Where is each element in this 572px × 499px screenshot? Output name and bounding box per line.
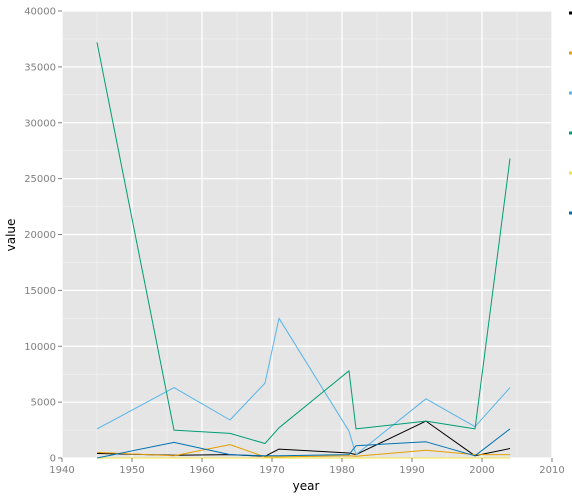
y-axis-ticks: 0 5000 10000 15000 20000 25000 30000 35000 40000 — [24, 7, 62, 465]
y-tick-label: 30000 — [24, 118, 56, 129]
y-axis-title: value — [4, 219, 18, 252]
x-axis-ticks: 1940 1950 1960 1970 1980 1990 2000 2010 — [49, 458, 565, 476]
x-tick-label: 1980 — [329, 465, 354, 476]
y-tick-label: 0 — [50, 454, 56, 465]
y-tick-label: 40000 — [24, 7, 56, 18]
y-tick-label: 20000 — [24, 230, 56, 241]
minor-gridlines — [62, 11, 552, 458]
y-tick-label: 10000 — [24, 342, 56, 353]
legend — [569, 11, 572, 215]
y-tick-label: 5000 — [31, 398, 56, 409]
x-tick-label: 1950 — [119, 465, 144, 476]
x-tick-label: 1960 — [189, 465, 214, 476]
x-tick-label: 1990 — [399, 465, 424, 476]
series-line-6 — [96, 428, 511, 459]
x-tick-label: 1940 — [49, 465, 74, 476]
x-tick-label: 2000 — [469, 465, 494, 476]
series-line-4 — [96, 42, 511, 444]
series-line-3 — [96, 317, 511, 456]
x-tick-label: 2010 — [539, 465, 564, 476]
x-axis-title: year — [293, 479, 320, 493]
x-tick-label: 1970 — [259, 465, 284, 476]
series-line-2 — [96, 444, 510, 458]
series-line-1 — [96, 420, 511, 457]
y-tick-label: 35000 — [24, 62, 56, 73]
y-tick-label: 15000 — [24, 286, 56, 297]
y-tick-label: 25000 — [24, 174, 56, 185]
